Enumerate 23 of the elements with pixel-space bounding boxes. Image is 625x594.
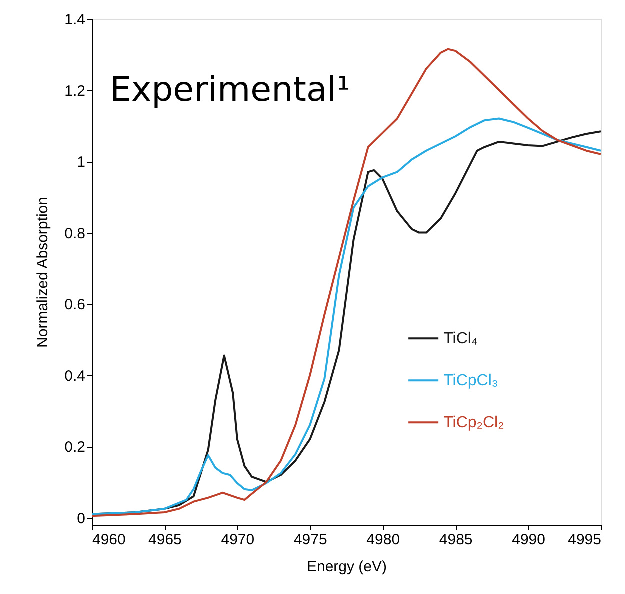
y-tick-label: 0.8 xyxy=(64,225,86,242)
annotation: Experimental¹ xyxy=(110,70,350,110)
x-tick-label: 4970 xyxy=(221,532,255,548)
y-tick-label: 0.2 xyxy=(64,439,86,456)
x-tick-label: 4985 xyxy=(439,532,473,548)
x-axis-title: Energy (eV) xyxy=(306,558,388,576)
y-tick-label: 0.4 xyxy=(64,368,86,385)
x-tick-label: 4990 xyxy=(512,532,546,548)
y-axis-title: Normalized Absorption xyxy=(34,197,52,348)
y-tick-label: 1 xyxy=(77,154,86,172)
y-tick-label: 0 xyxy=(77,510,86,528)
x-tick-label: 4975 xyxy=(294,532,328,548)
line-series xyxy=(92,48,601,518)
y-tick-label: 1.2 xyxy=(64,82,86,100)
x-tick-label: 4980 xyxy=(366,532,400,548)
x-tick-label: 4965 xyxy=(148,532,182,548)
y-tick-label: 1.4 xyxy=(64,12,86,28)
legend-label: TiCp₂Cl₂ xyxy=(444,414,504,432)
legend-label: TiCpCl₃ xyxy=(444,372,498,390)
x-tick-label: 4995 xyxy=(568,532,602,548)
x-tick-label: 4960 xyxy=(92,532,126,548)
legend-label: TiCl₄ xyxy=(444,330,478,348)
y-tick-label: 0.6 xyxy=(64,296,86,314)
